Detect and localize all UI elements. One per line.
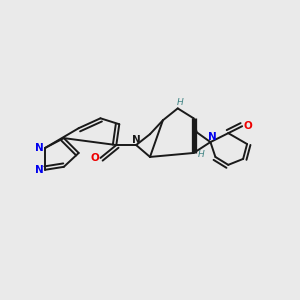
Text: O: O — [90, 153, 99, 163]
Text: N: N — [208, 132, 217, 142]
Text: H: H — [198, 151, 205, 160]
Text: N: N — [35, 165, 44, 175]
Text: O: O — [244, 121, 253, 131]
Text: H: H — [176, 98, 183, 107]
Text: N: N — [132, 135, 140, 145]
Text: N: N — [35, 143, 44, 153]
